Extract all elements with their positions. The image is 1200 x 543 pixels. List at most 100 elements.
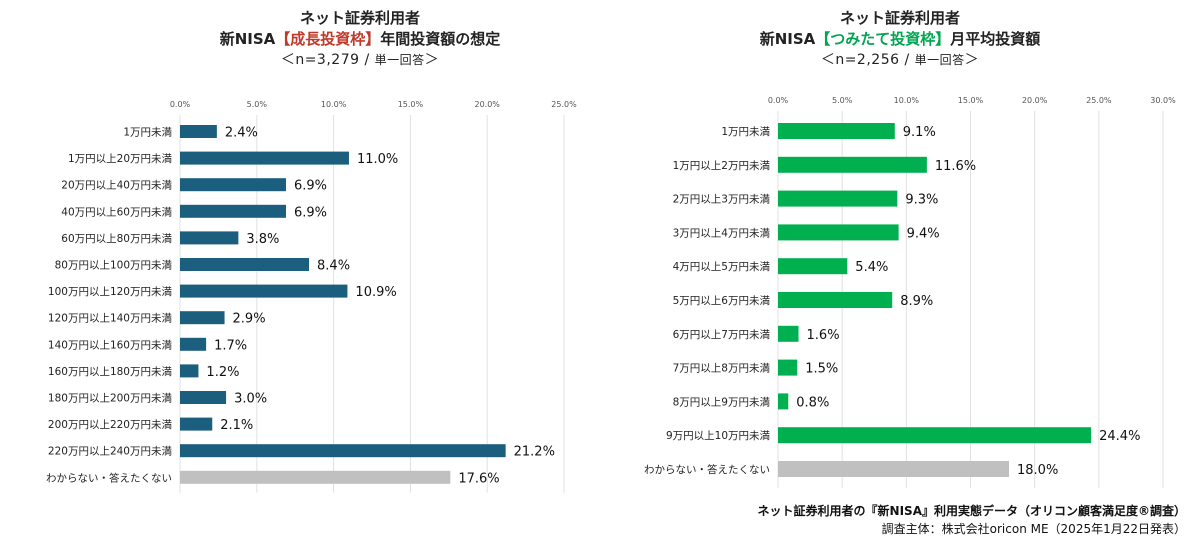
left-bar: [180, 125, 217, 138]
right-category-label: 9万円以上10万円未満: [666, 430, 771, 442]
right-bar: [778, 292, 893, 308]
right-bar: [778, 156, 927, 173]
right-value-label: 24.4%: [1099, 429, 1140, 444]
left-bar: [180, 204, 286, 218]
right-bar: [778, 359, 798, 376]
left-category-label: 200万円以上220万円未満: [48, 419, 173, 431]
right-title-prefix: 新NISA: [759, 30, 816, 48]
left-value-label: 3.8%: [246, 232, 279, 247]
right-tick-label: 5.0%: [832, 96, 853, 105]
left-title-line1: ネット証券利用者: [299, 9, 420, 27]
right-chart-title: ネット証券利用者 新NISA【つみたて投資枠】月平均投資額 ＜n=2,256 /…: [730, 8, 1070, 71]
left-tick-label: 0.0%: [170, 100, 191, 109]
left-title-line3: ＜n=3,279 / 単一回答＞: [140, 50, 580, 71]
left-category-label: 140万円以上160万円未満: [48, 339, 173, 351]
left-bar: [180, 284, 348, 298]
left-bar: [180, 178, 286, 192]
left-bar: [180, 151, 349, 165]
left-category-label: 1万円以上20万円未満: [68, 153, 173, 165]
left-value-label: 2.1%: [220, 418, 253, 433]
left-category-label: 180万円以上200万円未満: [48, 393, 173, 405]
left-bar: [180, 391, 227, 404]
left-bar: [180, 258, 310, 271]
source-note: ネット証券利用者の『新NISA』利用実態データ（オリコン顧客満足度®調査）: [757, 504, 1186, 518]
right-title-line1: ネット証券利用者: [839, 9, 960, 27]
right-category-label: 4万円以上5万円未満: [673, 261, 771, 273]
left-title-suffix: 年間投資額の想定: [380, 30, 501, 48]
right-title-answer-type: 単一回答: [914, 53, 965, 67]
right-category-label: 3万円以上4万円未満: [673, 227, 771, 239]
left-category-label: 40万円以上60万円未満: [61, 206, 172, 218]
left-value-label: 11.0%: [357, 152, 398, 167]
right-tick-label: 0.0%: [768, 96, 789, 105]
right-bar: [778, 258, 848, 275]
left-tick-label: 15.0%: [398, 100, 424, 109]
left-category-label: 80万円以上100万円未満: [55, 260, 173, 272]
left-category-label: 1万円未満: [123, 127, 172, 139]
right-bar: [778, 325, 799, 342]
left-value-label: 1.2%: [206, 365, 239, 380]
right-value-label: 8.9%: [900, 294, 933, 309]
left-title-close: ＞: [424, 52, 440, 68]
right-title-close: ＞: [964, 52, 980, 68]
left-title-answer-type: 単一回答: [374, 53, 425, 67]
right-value-label: 0.8%: [796, 395, 829, 410]
right-category-label: 8万円以上9万円未満: [673, 396, 771, 408]
right-bar: [778, 190, 898, 207]
left-title-highlight: 【成長投資枠】: [275, 30, 381, 48]
left-category-label: 60万円以上80万円未満: [61, 233, 172, 245]
right-bar-chart: 0.0% 5.0% 10.0% 15.0% 20.0% 25.0% 30.0% 1万円未満 9.…: [644, 96, 1176, 488]
right-category-label: 5万円以上6万円未満: [673, 295, 771, 307]
right-title-line2: 新NISA【つみたて投資枠】月平均投資額: [730, 29, 1070, 50]
right-value-label: 11.6%: [935, 159, 976, 174]
right-category-label: 6万円以上7万円未満: [673, 329, 771, 341]
left-value-label: 2.9%: [233, 312, 266, 327]
right-bar: [778, 123, 895, 139]
left-value-label: 6.9%: [294, 205, 327, 220]
right-tick-label: 30.0%: [1150, 96, 1176, 105]
right-category-label: 1万円以上2万円未満: [673, 160, 771, 172]
left-bar: [180, 231, 239, 245]
left-bar: [180, 311, 225, 325]
right-title-highlight: 【つみたて投資枠】: [815, 30, 951, 48]
right-value-label: 9.4%: [907, 226, 940, 241]
left-value-label: 1.7%: [214, 338, 247, 353]
left-bar: [180, 444, 506, 458]
right-category-label: 1万円未満: [721, 126, 770, 138]
left-chart-title: ネット証券利用者 新NISA【成長投資枠】年間投資額の想定 ＜n=3,279 /…: [140, 8, 580, 71]
left-title-n: ＜n=3,279 /: [280, 52, 375, 68]
left-tick-label: 10.0%: [321, 100, 347, 109]
left-bar: [180, 417, 213, 431]
left-bar: [180, 337, 207, 351]
left-value-label: 17.6%: [458, 471, 499, 486]
right-bar: [778, 224, 899, 241]
left-value-label: 2.4%: [225, 126, 258, 141]
right-value-label: 9.1%: [903, 125, 936, 140]
left-tick-label: 5.0%: [247, 100, 268, 109]
left-bar: [180, 364, 199, 378]
right-tick-label: 20.0%: [1022, 96, 1048, 105]
left-category-label: 100万円以上120万円未満: [48, 286, 173, 298]
left-category-label: 120万円以上140万円未満: [48, 313, 173, 325]
right-bar: [778, 393, 789, 410]
left-title-prefix: 新NISA: [219, 30, 276, 48]
right-value-label: 1.5%: [805, 362, 838, 377]
left-category-label: 20万円以上40万円未満: [61, 180, 172, 192]
left-value-label: 8.4%: [317, 259, 350, 274]
right-tick-label: 15.0%: [958, 96, 984, 105]
left-bar: [180, 470, 451, 484]
right-value-label: 5.4%: [855, 260, 888, 275]
right-value-label: 1.6%: [807, 328, 840, 343]
right-tick-label: 25.0%: [1086, 96, 1112, 105]
right-value-label: 18.0%: [1017, 463, 1058, 478]
right-bar: [778, 427, 1092, 444]
left-value-label: 6.9%: [294, 179, 327, 194]
left-category-label: 220万円以上240万円未満: [48, 446, 173, 458]
left-category-label: わからない・答えたくない: [46, 471, 172, 484]
right-title-suffix: 月平均投資額: [950, 30, 1041, 48]
left-tick-label: 25.0%: [551, 100, 577, 109]
left-bar-chart: 0.0% 5.0% 10.0% 15.0% 20.0% 25.0% 1万円未満 2.4% 1万円…: [46, 100, 577, 493]
left-value-label: 21.2%: [514, 445, 555, 460]
left-tick-label: 20.0%: [474, 100, 500, 109]
right-value-label: 9.3%: [905, 193, 938, 208]
